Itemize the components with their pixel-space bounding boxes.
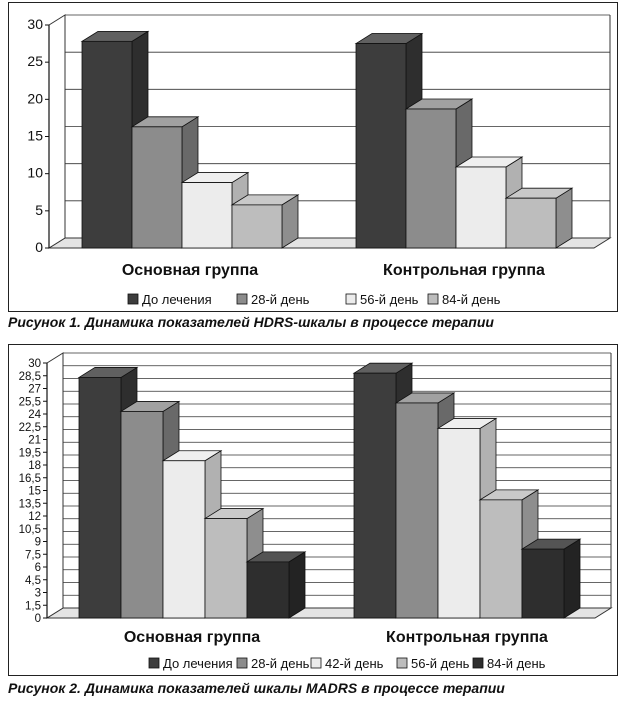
legend-swatch [396, 657, 408, 669]
bar-front [81, 40, 133, 249]
chart-side-wall [48, 14, 66, 249]
bar [230, 194, 300, 249]
legend-label: 28-й день [251, 656, 310, 671]
y-tick-label: 1,5 [25, 600, 41, 612]
bar-front [120, 411, 164, 619]
y-tick-label: 27 [28, 384, 41, 396]
legend-swatch [236, 293, 248, 305]
legend-label: До лечения [142, 292, 212, 307]
y-tick-label: 7,5 [25, 549, 41, 561]
category-label: Основная группа [124, 629, 260, 646]
category-label: Контрольная группа [383, 262, 545, 279]
y-tick-label: 0 [35, 239, 43, 255]
y-tick-label: 21 [28, 435, 41, 447]
bar-front [395, 402, 439, 619]
legend-swatch [472, 657, 484, 669]
bar-side [288, 551, 306, 619]
category-label: Основная группа [122, 262, 258, 279]
y-tick-label: 18 [28, 460, 41, 472]
legend-label: 56-й день [411, 656, 470, 671]
legend-label: До лечения [163, 656, 233, 671]
chart-side-wall [46, 352, 64, 619]
figure-caption-madrs: Рисунок 2. Динамика показателей шкалы MA… [8, 680, 505, 696]
bar [245, 551, 307, 619]
y-tick-label: 25 [27, 53, 43, 69]
y-tick-label: 0 [35, 613, 41, 625]
y-tick-label: 25,5 [19, 396, 41, 408]
y-tick-label: 10,5 [19, 524, 41, 536]
legend-swatch [345, 293, 357, 305]
legend-swatch [148, 657, 160, 669]
y-tick-label: 15 [28, 486, 41, 498]
y-tick-label: 24 [28, 409, 41, 421]
legend-swatch [127, 293, 139, 305]
y-tick-label: 15 [27, 128, 43, 144]
legend-label: 56-й день [360, 292, 419, 307]
y-tick-label: 30 [27, 16, 43, 32]
bar-side [563, 538, 581, 619]
y-tick-label: 20 [27, 90, 43, 106]
y-tick-label: 3 [35, 588, 41, 600]
bar-front [505, 197, 557, 249]
legend-swatch [427, 293, 439, 305]
y-tick-label: 30 [28, 358, 41, 370]
y-tick-label: 6 [35, 562, 41, 574]
y-tick-label: 10 [27, 165, 43, 181]
y-tick-label: 12 [28, 511, 41, 523]
bar-front [131, 126, 183, 249]
chart-panel-madrs: 0 1,5 3 4,5 6 7,5 9 10,5 12 13,5 15 16,5 18 19,5 21 22,… [8, 344, 618, 676]
bar-front [355, 43, 407, 249]
bar-front [246, 561, 290, 619]
bar-front [231, 204, 283, 249]
bar [504, 187, 574, 249]
bar-front [521, 548, 565, 619]
figure-caption-hdrs: Рисунок 1. Динамика показателей HDRS-шка… [8, 314, 494, 330]
bar-front [78, 377, 122, 619]
bar-front [405, 108, 457, 249]
legend-label: 28-й день [251, 292, 310, 307]
y-tick-label: 28,5 [19, 371, 41, 383]
y-tick-label: 19,5 [19, 447, 41, 459]
legend-swatch [236, 657, 248, 669]
y-tick-label: 16,5 [19, 473, 41, 485]
bar-front [479, 499, 523, 619]
legend-swatch [310, 657, 322, 669]
y-tick-label: 9 [35, 537, 41, 549]
bar [520, 538, 582, 619]
bar-front [353, 372, 397, 619]
y-tick-label: 4,5 [25, 575, 41, 587]
bar-front [204, 518, 248, 619]
legend-label: 84-й день [487, 656, 546, 671]
legend-label: 84-й день [442, 292, 501, 307]
y-tick-label: 5 [35, 202, 43, 218]
bar-front [162, 460, 206, 619]
bar-front [181, 182, 233, 249]
madrs-bar-chart: 01,534,567,5910,51213,51516,51819,52122,… [19, 352, 613, 671]
hdrs-bar-chart: 0 5 10 15 20 25 30 Основная группа Контрольная г… [27, 14, 612, 307]
chart-panel-hdrs: 0 5 10 15 20 25 30 Основная группа Контрольная г… [8, 2, 618, 312]
bar-front [455, 166, 507, 249]
y-tick-label: 22,5 [19, 422, 41, 434]
category-label: Контрольная группа [386, 629, 548, 646]
legend-label: 42-й день [325, 656, 384, 671]
y-tick-label: 13,5 [19, 498, 41, 510]
bar-front [437, 428, 481, 619]
